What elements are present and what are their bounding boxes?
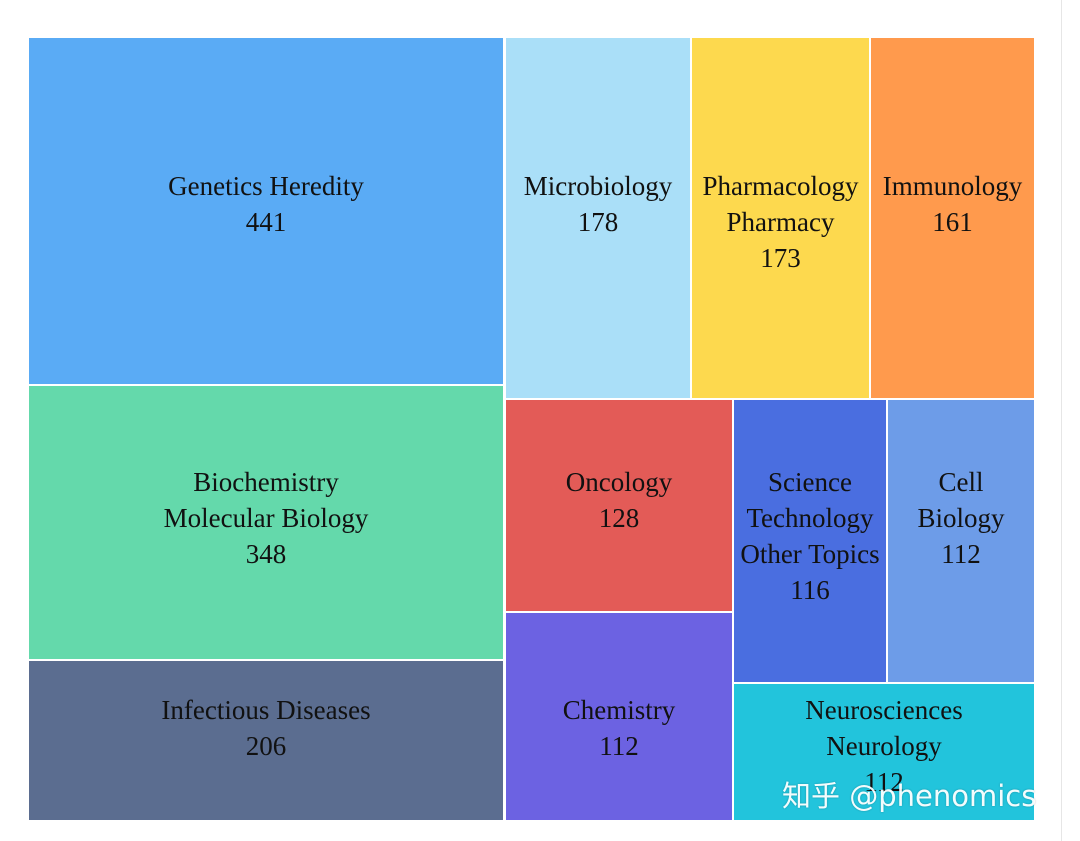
- treemap-cell-pharmacology-pharmacy: Pharmacology Pharmacy 173: [692, 38, 869, 398]
- treemap-cell-chemistry: Chemistry 112: [506, 613, 732, 820]
- treemap-value-genetics-heredity: 441: [246, 207, 287, 237]
- watermark-text: 知乎 @phenomics: [782, 779, 1037, 813]
- treemap-rect-infectious-diseases: [29, 661, 503, 820]
- treemap-cell-microbiology: Microbiology 178: [506, 38, 690, 398]
- treemap-cell-science-technology-other-topics: Science Technology Other Topics 116: [734, 400, 886, 682]
- treemap-label-science-technology-other-topics-2: Technology: [746, 503, 874, 533]
- treemap-cell-cell-biology: Cell Biology 112: [888, 400, 1034, 682]
- treemap-label-biochemistry-molecular-biology-2: Molecular Biology: [164, 503, 369, 533]
- treemap-label-neurosciences-neurology-2: Neurology: [826, 731, 942, 761]
- treemap-label-chemistry-1: Chemistry: [563, 695, 676, 725]
- treemap-label-immunology-1: Immunology: [883, 171, 1023, 201]
- treemap-label-infectious-diseases-1: Infectious Diseases: [161, 695, 370, 725]
- treemap-rect-genetics-heredity: [29, 38, 503, 384]
- treemap-label-cell-biology-1: Cell: [939, 467, 984, 497]
- treemap-rect-biochemistry-molecular-biology: [29, 386, 503, 659]
- treemap-label-pharmacology-pharmacy-1: Pharmacology: [703, 171, 859, 201]
- treemap-cell-immunology: Immunology 161: [871, 38, 1034, 398]
- treemap-cell-genetics-heredity: Genetics Heredity 441: [29, 38, 503, 384]
- treemap-label-microbiology-1: Microbiology: [524, 171, 673, 201]
- treemap-label-cell-biology-2: Biology: [917, 503, 1005, 533]
- treemap-rect-pharmacology-pharmacy: [692, 38, 869, 398]
- treemap-value-microbiology: 178: [578, 207, 619, 237]
- treemap-label-neurosciences-neurology-1: Neurosciences: [805, 695, 962, 725]
- treemap-value-neurosciences-neurology: 112: [864, 767, 904, 797]
- treemap-value-biochemistry-molecular-biology: 348: [246, 539, 287, 569]
- treemap-rect-oncology: [506, 400, 732, 611]
- treemap-label-science-technology-other-topics-1: Science: [768, 467, 852, 497]
- treemap-value-pharmacology-pharmacy: 173: [760, 243, 801, 273]
- treemap-value-cell-biology: 112: [941, 539, 981, 569]
- treemap-rect-microbiology: [506, 38, 690, 398]
- treemap-cell-oncology: Oncology 128: [506, 400, 732, 611]
- treemap-label-pharmacology-pharmacy-2: Pharmacy: [727, 207, 835, 237]
- treemap-value-science-technology-other-topics: 116: [790, 575, 830, 605]
- treemap-rect-cell-biology: [888, 400, 1034, 682]
- treemap-label-oncology-1: Oncology: [566, 467, 673, 497]
- treemap-label-science-technology-other-topics-3: Other Topics: [740, 539, 879, 569]
- treemap-rect-science-technology-other-topics: [734, 400, 886, 682]
- treemap-value-oncology: 128: [599, 503, 640, 533]
- treemap-rect-neurosciences-neurology: [734, 684, 1034, 820]
- treemap-value-infectious-diseases: 206: [246, 731, 287, 761]
- page-edge-line: [1061, 0, 1062, 841]
- treemap-cell-neurosciences-neurology: Neurosciences Neurology 112: [734, 684, 1034, 820]
- treemap-value-chemistry: 112: [599, 731, 639, 761]
- treemap-value-immunology: 161: [932, 207, 973, 237]
- treemap-label-biochemistry-molecular-biology-1: Biochemistry: [193, 467, 339, 497]
- treemap-cell-biochemistry-molecular-biology: Biochemistry Molecular Biology 348: [29, 386, 503, 659]
- treemap-cell-infectious-diseases: Infectious Diseases 206: [29, 661, 503, 820]
- treemap-label-genetics-heredity-1: Genetics Heredity: [168, 171, 364, 201]
- treemap-rect-chemistry: [506, 613, 732, 820]
- treemap-rect-immunology: [871, 38, 1034, 398]
